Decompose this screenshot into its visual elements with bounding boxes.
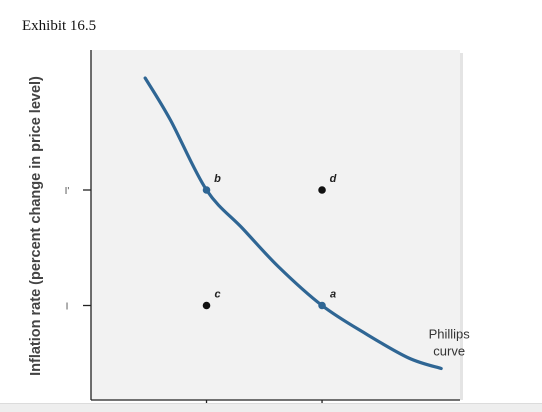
point-b (202, 186, 211, 194)
plot-panel (91, 50, 460, 400)
phillips-curve-line (143, 76, 443, 371)
exhibit-title: Exhibit 16.5 (22, 18, 97, 34)
point-label-a: a (330, 289, 336, 301)
point-label-b: b (214, 173, 221, 185)
point-label-c: c (214, 289, 220, 301)
phillips-curve-label-0: Phillips (429, 327, 471, 342)
y-tick-label-1: I (66, 302, 69, 313)
point-label-d: d (330, 173, 337, 185)
phillips-curve-label-1: curve (433, 344, 465, 359)
point-d (318, 186, 326, 194)
bottom-scroll-strip (0, 403, 542, 412)
point-a (318, 301, 326, 310)
y-tick-label-0: I' (65, 186, 70, 197)
point-c (202, 301, 211, 310)
